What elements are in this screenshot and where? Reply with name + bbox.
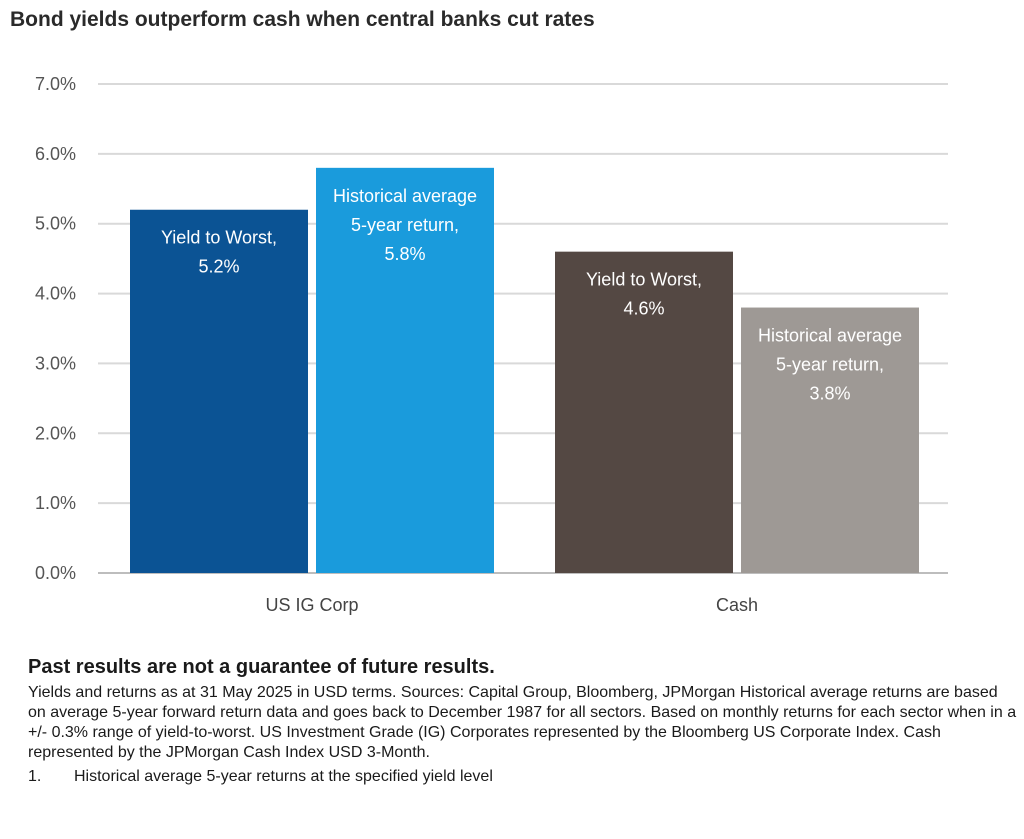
x-category-label: Cash [716,595,758,615]
x-category-label: US IG Corp [265,595,358,615]
bar-data-label: 5.8% [384,244,425,264]
bar-data-label: Historical average [758,326,902,346]
bar-data-label: 5-year return, [776,355,884,375]
footnote: 1. Historical average 5-year returns at … [28,767,1018,787]
y-axis-ticks: 0.0% 1.0% 2.0% 3.0% 4.0% 5.0% 6.0% 7.0% [35,74,76,583]
bar-data-label: 5.2% [198,257,239,277]
bar [130,209,308,573]
bar [741,307,919,573]
footer: Past results are not a guarantee of futu… [28,656,1018,787]
y-tick-label: 1.0% [35,493,76,513]
bar-data-label: Yield to Worst, [586,270,702,290]
footnote-text: Historical average 5-year returns at the… [74,768,493,785]
bars [130,167,919,574]
disclaimer: Past results are not a guarantee of futu… [28,656,495,678]
y-tick-label: 4.0% [35,284,76,304]
bar-data-label: 4.6% [623,299,664,319]
y-tick-label: 3.0% [35,353,76,373]
source-notes: Yields and returns as at 31 May 2025 in … [28,684,1017,761]
y-tick-label: 5.0% [35,214,76,234]
bar [316,167,494,574]
bar-chart: 0.0% 1.0% 2.0% 3.0% 4.0% 5.0% 6.0% 7.0% Yield t… [35,74,948,615]
bar-data-label: 5-year return, [351,215,459,235]
y-tick-label: 0.0% [35,563,76,583]
y-tick-label: 7.0% [35,74,76,94]
bar [555,251,733,573]
y-tick-label: 2.0% [35,423,76,443]
bar-data-label: 3.8% [809,384,850,404]
y-tick-label: 6.0% [35,144,76,164]
bar-data-label: Historical average [333,186,477,206]
bar-data-label: Yield to Worst, [161,228,277,248]
chart-title: Bond yields outperform cash when central… [10,8,595,31]
bar-labels: Yield to Worst, 5.2% Historical average 5-y… [161,186,902,404]
footnote-number: 1. [28,768,42,785]
x-axis-categories: US IG Corp Cash [265,595,758,615]
